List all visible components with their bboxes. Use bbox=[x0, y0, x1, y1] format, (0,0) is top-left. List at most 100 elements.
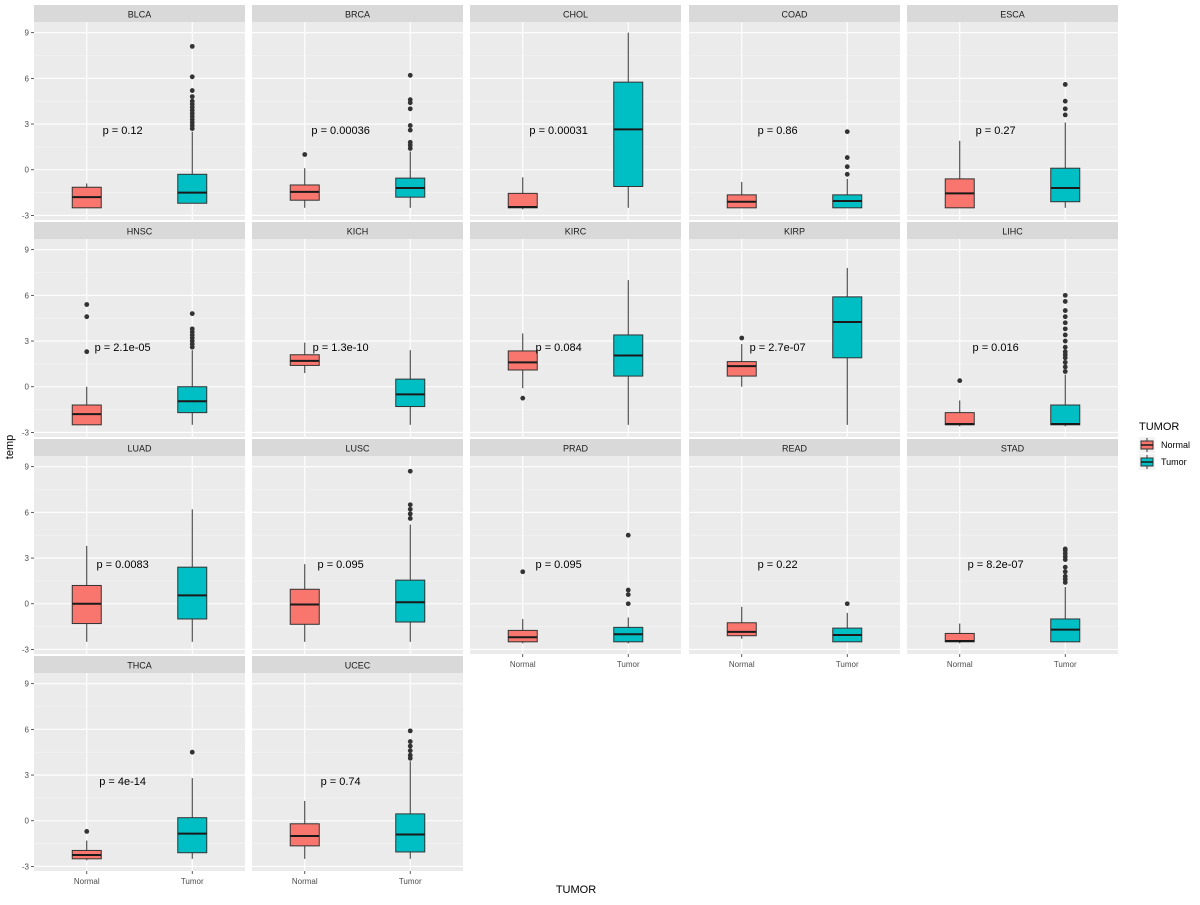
outlier-point bbox=[407, 502, 413, 508]
box-tumor bbox=[832, 267, 863, 425]
outlier-point bbox=[520, 569, 526, 575]
outlier-point bbox=[844, 129, 850, 135]
y-tick-label: 9 bbox=[25, 680, 30, 689]
outlier-point bbox=[407, 506, 413, 512]
box-body bbox=[395, 378, 426, 408]
box-body bbox=[289, 588, 320, 625]
box-tumor bbox=[177, 509, 208, 642]
box-tumor bbox=[613, 532, 644, 644]
box-body bbox=[726, 361, 757, 377]
y-tick-label: 9 bbox=[25, 246, 30, 255]
y-tick-label: 3 bbox=[25, 337, 30, 346]
outlier-point bbox=[407, 123, 413, 128]
x-tick-label: Tumor bbox=[1054, 660, 1077, 669]
box-tumor bbox=[613, 32, 644, 208]
panel-esca: ESCA p = 0.27 bbox=[907, 5, 1118, 220]
p-value-label: p = 0.22 bbox=[758, 559, 798, 571]
p-value-label: p = 0.095 bbox=[536, 559, 582, 571]
panel-background bbox=[252, 456, 463, 654]
x-tick-label: Tumor bbox=[181, 877, 204, 886]
panel-background bbox=[907, 22, 1118, 220]
box-body bbox=[177, 566, 208, 620]
y-tick-label: 6 bbox=[25, 291, 30, 300]
box-normal bbox=[71, 545, 102, 642]
facet-strip bbox=[907, 222, 1118, 239]
box-normal bbox=[507, 569, 538, 644]
y-tick-label: 9 bbox=[25, 463, 30, 472]
outlier-point bbox=[84, 314, 90, 320]
facet-strip bbox=[470, 5, 681, 22]
outlier-point bbox=[1062, 364, 1068, 370]
box-body bbox=[289, 823, 320, 847]
panel-luad: LUAD p = 0.0083 -3 0 3 6 9 bbox=[22, 439, 245, 654]
box-tumor bbox=[832, 601, 863, 643]
p-value-label: p = 0.00031 bbox=[529, 125, 587, 137]
panel-brca: BRCA p = 0.00036 bbox=[252, 5, 463, 220]
outlier-point bbox=[407, 127, 413, 133]
outlier-point bbox=[302, 152, 308, 157]
box-normal bbox=[944, 140, 975, 209]
panel-background bbox=[34, 456, 245, 654]
outlier-point bbox=[625, 592, 631, 597]
outlier-point bbox=[844, 164, 850, 170]
box-body bbox=[395, 813, 426, 853]
outlier-point bbox=[407, 72, 413, 78]
outlier-point bbox=[625, 587, 631, 593]
outlier-point bbox=[407, 139, 413, 145]
facet-label: PRAD bbox=[563, 444, 589, 454]
facet-label: LUSC bbox=[345, 444, 370, 454]
outlier-point bbox=[189, 749, 195, 755]
box-body bbox=[1050, 167, 1081, 203]
x-tick-label: Normal bbox=[947, 660, 973, 669]
box-tumor bbox=[395, 468, 426, 642]
panel-background bbox=[470, 456, 681, 654]
outlier-point bbox=[1062, 332, 1068, 338]
box-tumor bbox=[1050, 292, 1081, 427]
box-body bbox=[177, 173, 208, 204]
box-normal bbox=[71, 829, 102, 861]
outlier-point bbox=[520, 395, 526, 401]
outlier-point bbox=[407, 739, 413, 744]
facet-label: BRCA bbox=[345, 10, 370, 20]
box-normal bbox=[289, 342, 320, 374]
x-tick-label: Normal bbox=[510, 660, 536, 669]
y-tick-label: 3 bbox=[25, 771, 30, 780]
box-body bbox=[507, 350, 538, 371]
outlier-point bbox=[189, 94, 195, 100]
box-normal bbox=[726, 606, 757, 639]
box-tumor bbox=[395, 72, 426, 208]
facet-label: BLCA bbox=[128, 10, 152, 20]
panel-chol: CHOL p = 0.00031 bbox=[470, 5, 681, 220]
x-tick-label: Normal bbox=[729, 660, 755, 669]
panel-read: READ p = 0.22 Normal Tumor bbox=[689, 439, 900, 669]
outlier-point bbox=[407, 468, 413, 474]
x-tick-label: Tumor bbox=[836, 660, 859, 669]
y-tick-label: 0 bbox=[25, 817, 30, 826]
facet-strip bbox=[907, 439, 1118, 456]
legend-label-normal: Normal bbox=[1161, 440, 1190, 450]
p-value-label: p = 4e-14 bbox=[99, 776, 146, 788]
panel-background bbox=[689, 456, 900, 654]
p-value-label: p = 2.1e-05 bbox=[95, 342, 151, 354]
y-axis-title: temp bbox=[4, 435, 16, 459]
outlier-point bbox=[625, 601, 631, 607]
y-tick-label: 0 bbox=[25, 600, 30, 609]
outlier-point bbox=[1062, 564, 1068, 570]
panel-stad: STAD p = 8.2e-07 Normal Tumor bbox=[907, 439, 1118, 669]
outlier-point bbox=[84, 302, 90, 307]
facet-label: ESCA bbox=[1000, 10, 1025, 20]
box-body bbox=[507, 192, 538, 209]
y-tick-label: 3 bbox=[25, 554, 30, 563]
outlier-point bbox=[407, 728, 413, 734]
facet-strip bbox=[252, 439, 463, 456]
outlier-point bbox=[844, 155, 850, 160]
outlier-point bbox=[407, 752, 413, 758]
x-tick-label: Tumor bbox=[399, 877, 422, 886]
facet-label: UCEC bbox=[345, 661, 371, 671]
facet-label: LIHC bbox=[1002, 227, 1023, 237]
x-axis-title: TUMOR bbox=[556, 884, 596, 896]
outlier-point bbox=[1062, 573, 1068, 579]
panel-background bbox=[689, 239, 900, 437]
y-tick-label: 0 bbox=[25, 166, 30, 175]
